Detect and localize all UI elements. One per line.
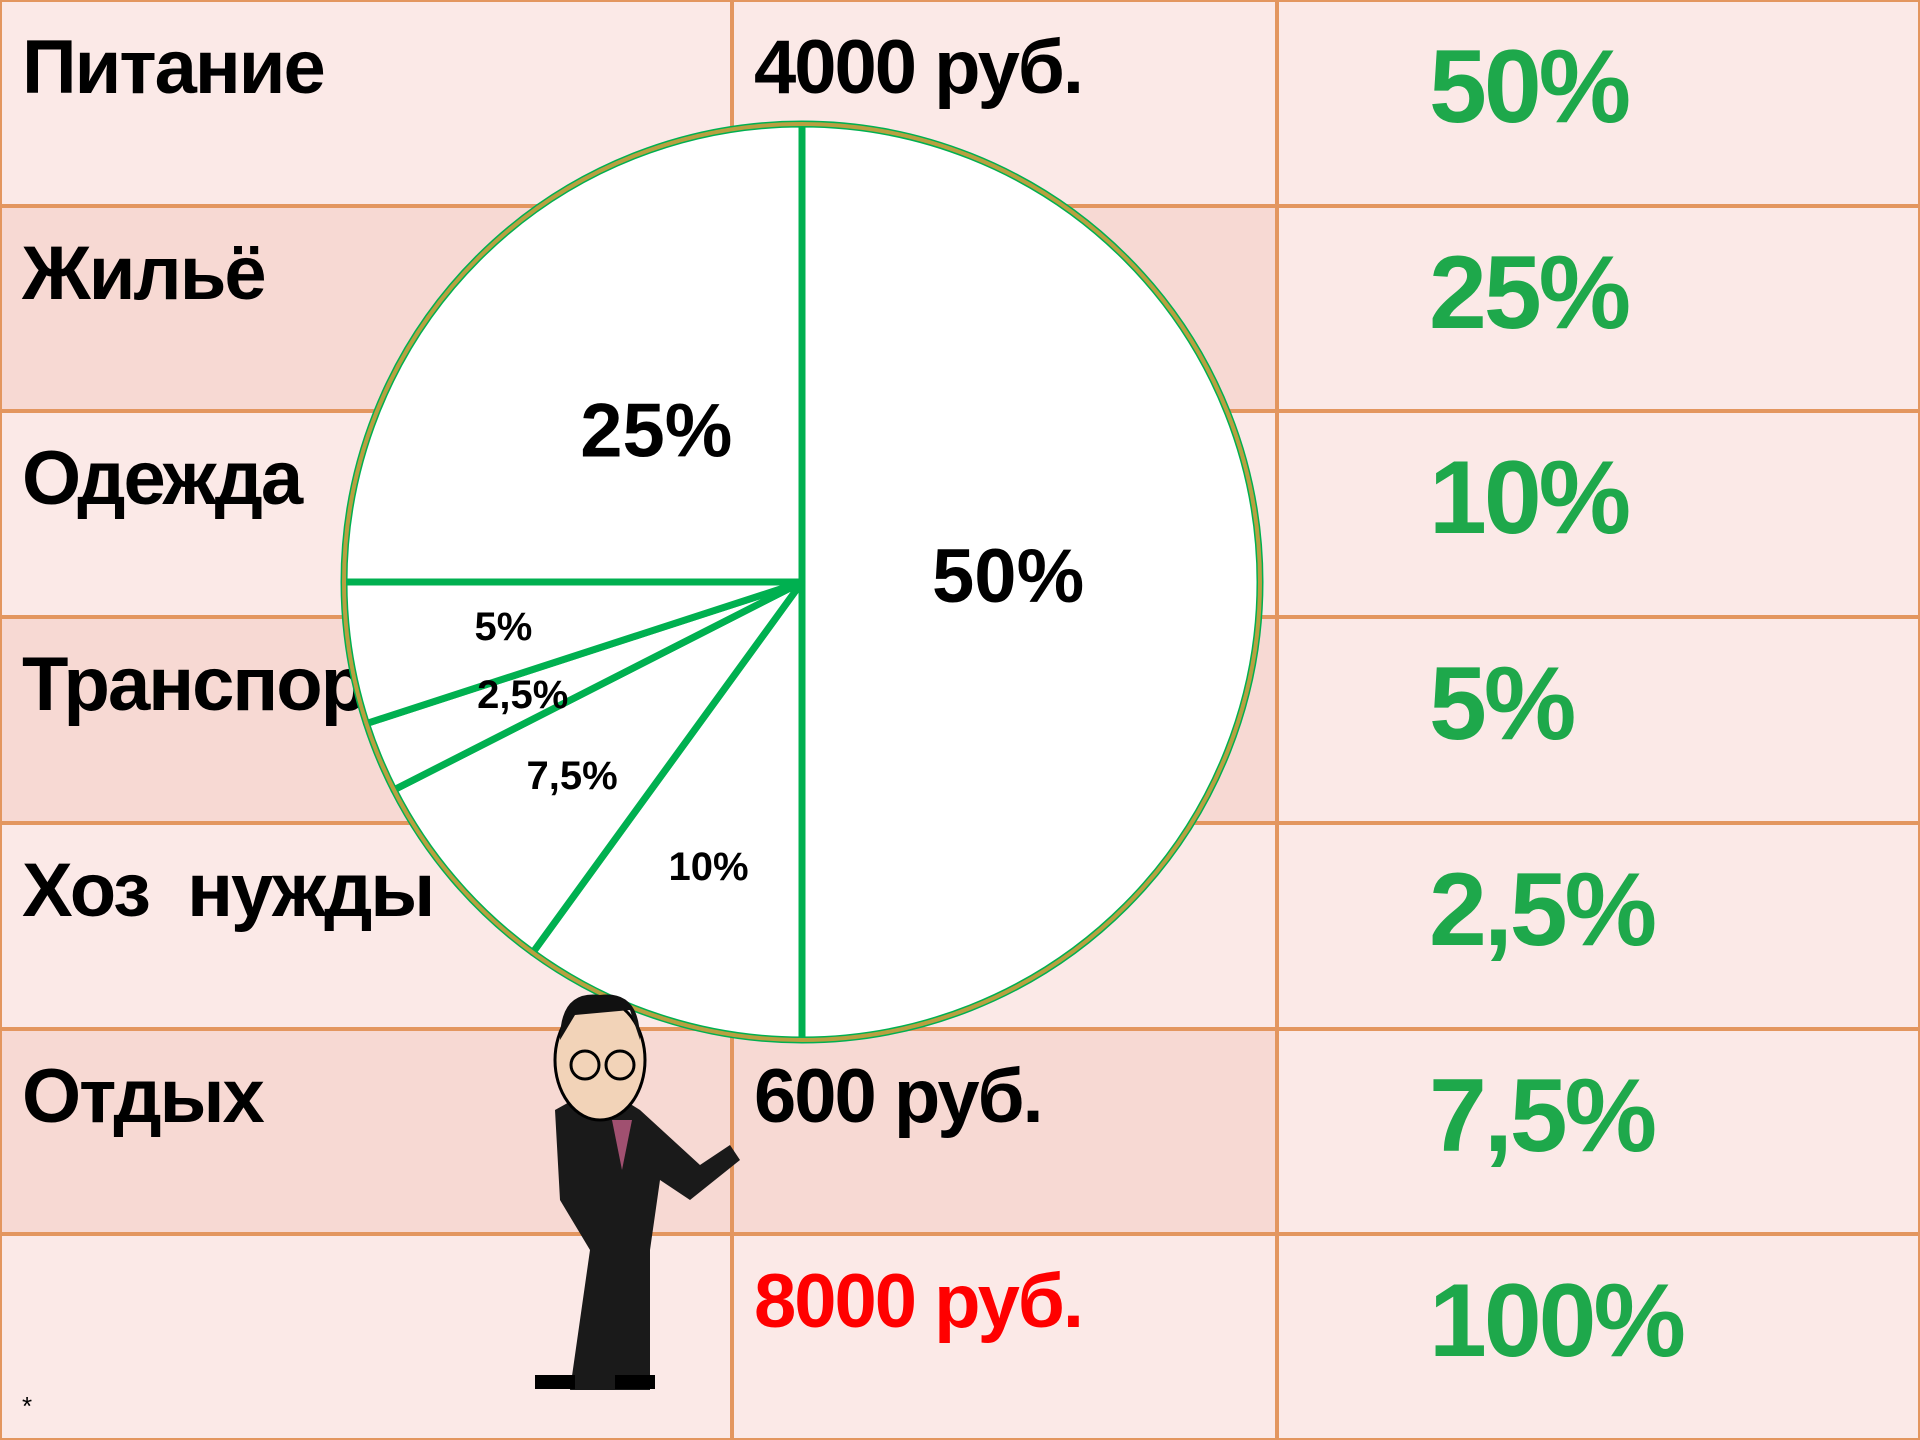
slice-label: 25%	[580, 388, 732, 473]
pie-slice	[340, 120, 806, 586]
amount-cell: 600 руб.	[732, 1028, 1277, 1235]
slice-label: 2,5%	[477, 673, 568, 717]
slice-label: 50%	[932, 534, 1084, 619]
percent-cell: 50%	[1277, 0, 1920, 206]
amount-cell: 8000 руб.	[732, 1234, 1277, 1440]
percent-cell: 100%	[1277, 1234, 1920, 1440]
category-cell: Питание	[0, 0, 732, 206]
percent-cell: 25%	[1277, 205, 1920, 412]
slice-label: 10%	[669, 845, 749, 889]
percent-cell: 7,5%	[1277, 1028, 1920, 1235]
percent-cell: 5%	[1277, 617, 1920, 823]
percent-cell: 10%	[1277, 411, 1920, 618]
percent-cell: 2,5%	[1277, 822, 1920, 1029]
cartoon-man	[535, 994, 740, 1390]
pie-outline	[342, 122, 1262, 1042]
slice-label: 7,5%	[527, 754, 618, 798]
slice-label: 5%	[475, 605, 533, 649]
